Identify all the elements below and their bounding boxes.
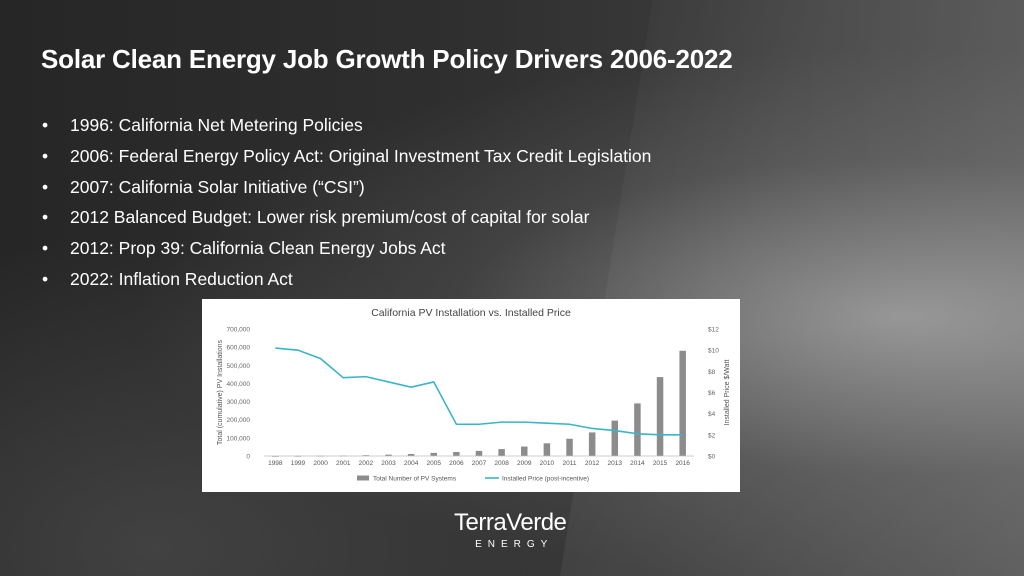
y2-tick-label: $8 — [708, 369, 716, 376]
list-item: • 2022: Inflation Reduction Act — [42, 268, 651, 299]
x-tick-label: 2006 — [449, 460, 464, 467]
bar — [498, 449, 505, 456]
y-tick-label: 600,000 — [227, 345, 251, 352]
bullet-marker: • — [42, 145, 49, 166]
pv-installation-chart: California PV Installation vs. Installed… — [217, 307, 731, 483]
x-tick-label: 2012 — [585, 460, 600, 467]
x-tick-label: 2003 — [381, 460, 396, 467]
y-tick-label: 400,000 — [227, 381, 251, 388]
x-tick-label: 2001 — [336, 460, 351, 467]
bar — [611, 420, 619, 456]
x-axis: 1998 1999 2000 2001 2002 2003 2004 2005 2006 2007… — [264, 455, 694, 467]
x-tick-label: 2010 — [540, 460, 555, 467]
slide-title: Solar Clean Energy Job Growth Policy Dri… — [41, 44, 733, 74]
legend-label: Total Number of PV Systems — [373, 476, 457, 483]
list-item-text: 1996: California Net Metering Policies — [70, 115, 363, 135]
list-item-text: 2006: Federal Energy Policy Act: Origina… — [70, 145, 652, 166]
bar — [430, 452, 437, 456]
bullet-marker: • — [42, 176, 49, 197]
list-item: • 2012: Prop 39: California Clean Energy … — [42, 237, 651, 268]
y-tick-label: 200,000 — [227, 417, 251, 424]
y-tick-label: 0 — [246, 454, 250, 461]
bar — [543, 443, 551, 456]
y-tick-label: 500,000 — [227, 363, 251, 370]
list-item: • 2007: California Solar Initiative (“CSI… — [42, 176, 651, 207]
x-tick-label: 2004 — [404, 460, 419, 467]
y-axis-right: $0 $2 $4 $6 $8 $10 $12 Installed Price $/Watt — [708, 327, 731, 461]
line-series — [275, 347, 683, 436]
y2-tick-label: $0 — [708, 454, 716, 461]
x-tick-label: 2005 — [427, 460, 442, 467]
y2-axis-title: Installed Price $/Watt — [724, 360, 731, 426]
list-item-text: 2012: Prop 39: California Clean Energy J… — [70, 238, 446, 259]
bullet-marker: • — [42, 268, 49, 289]
list-item-text: 2007: California Solar Initiative (“CSI”… — [70, 176, 365, 197]
bar — [407, 454, 415, 456]
y2-tick-label: $12 — [708, 327, 719, 334]
y2-tick-label: $6 — [708, 390, 716, 397]
y-axis-title: Total (cumulative) PV Installations — [217, 339, 224, 445]
y2-tick-label: $10 — [708, 348, 719, 355]
bullet-marker: • — [42, 238, 49, 259]
bar — [362, 455, 370, 456]
bar — [453, 452, 460, 456]
bar — [521, 446, 528, 456]
chart-card: California PV Installation vs. Installed… — [202, 299, 740, 492]
x-tick-label: 2008 — [494, 460, 509, 467]
list-item: • 2006: Federal Energy Policy Act: Origin… — [42, 145, 651, 176]
logo-subtext: ENERGY — [475, 539, 554, 550]
x-tick-label: 2009 — [517, 460, 532, 467]
y-tick-label: 300,000 — [227, 399, 251, 406]
x-tick-label: 2016 — [675, 460, 690, 467]
y-axis-left: 0 100,000 200,000 300,000 400,000 500,000 600,… — [217, 327, 250, 461]
list-item: • 1996: California Net Metering Policies — [42, 114, 651, 145]
x-tick-label: 1998 — [268, 460, 283, 467]
bar — [566, 438, 573, 456]
x-tick-label: 2007 — [472, 460, 487, 467]
bar — [656, 377, 664, 456]
list-item-text: 2022: Inflation Reduction Act — [70, 268, 293, 289]
terraverde-logo: TerraVerde ENERGY — [454, 509, 567, 551]
bar-series — [272, 350, 686, 457]
y-tick-label: 700,000 — [227, 327, 251, 334]
x-tick-label: 2002 — [359, 460, 374, 467]
bullet-marker: • — [42, 207, 49, 228]
bar — [475, 450, 483, 456]
bar — [385, 454, 392, 456]
x-tick-label: 2014 — [630, 460, 645, 467]
x-tick-label: 2000 — [313, 460, 328, 467]
bullet-marker: • — [42, 115, 49, 135]
logo-wordmark: TerraVerde — [454, 509, 567, 536]
policy-list: • 1996: California Net Metering Policies … — [42, 114, 651, 299]
legend-label: Installed Price (post-incentive) — [502, 476, 589, 483]
chart-legend: Total Number of PV Systems Installed Pric… — [357, 475, 589, 483]
x-tick-label: 2015 — [653, 460, 668, 467]
legend-swatch-bars — [357, 475, 369, 481]
x-tick-label: 2011 — [563, 460, 577, 467]
bar — [588, 432, 596, 456]
x-tick-label: 2013 — [608, 460, 623, 467]
y2-tick-label: $4 — [708, 411, 716, 418]
y2-tick-label: $2 — [708, 432, 716, 439]
chart-title: California PV Installation vs. Installed… — [371, 307, 571, 319]
list-item-text: 2012 Balanced Budget: Lower risk premium… — [70, 207, 590, 228]
price-line — [275, 347, 683, 436]
y-tick-label: 100,000 — [227, 435, 251, 442]
x-tick-label: 1999 — [291, 460, 306, 467]
bar — [679, 350, 686, 456]
bar — [634, 403, 641, 456]
list-item: • 2012 Balanced Budget: Lower risk premiu… — [42, 206, 651, 237]
